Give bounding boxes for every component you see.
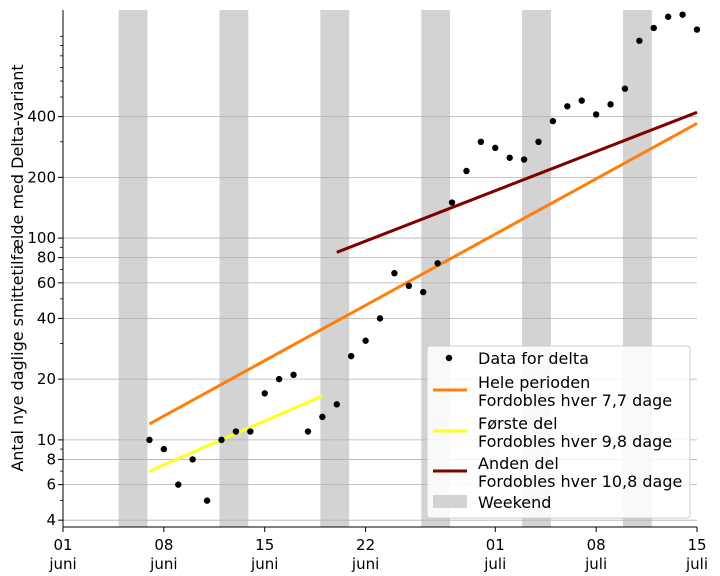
data-point (549, 117, 557, 125)
data-point (463, 167, 470, 175)
data-point (146, 436, 153, 444)
data-point (636, 37, 643, 44)
data-point (621, 85, 629, 92)
y-tick-label: 4 (46, 511, 56, 529)
data-point (175, 481, 182, 488)
x-tick-label: juli (685, 555, 708, 573)
legend-label: Fordobles hver 10,8 dage (478, 472, 682, 491)
data-point (160, 445, 168, 453)
x-ticks: 01juni08juni15juni22juni01juli08juli15ju… (48, 527, 708, 573)
x-tick-label: juni (149, 555, 177, 573)
legend-label: Første del (478, 414, 558, 433)
data-point (405, 282, 413, 290)
x-tick-label: 15 (687, 536, 706, 554)
weekend-band (219, 10, 249, 527)
weekend-band (320, 10, 350, 527)
legend-marker (445, 354, 453, 362)
trend-line (336, 110, 698, 254)
data-point (693, 26, 701, 33)
data-point (664, 13, 672, 20)
y-tick-label: 100 (27, 229, 56, 247)
data-point (247, 428, 254, 435)
legend-label: Weekend (478, 493, 551, 512)
data-point (564, 103, 571, 110)
legend-label: Fordobles hver 7,7 dage (478, 391, 672, 410)
data-point (592, 111, 600, 118)
legend-label: Fordobles hver 9,8 dage (478, 432, 672, 451)
y-tick-label: 200 (27, 168, 56, 186)
legend-label: Hele perioden (478, 373, 590, 392)
y-tick-label: 80 (37, 249, 56, 267)
data-point (535, 138, 542, 146)
data-point (275, 375, 283, 383)
weekend-band (118, 10, 148, 527)
y-tick-label: 6 (46, 476, 56, 494)
y-tick-label: 60 (37, 274, 56, 292)
x-tick-label: 01 (53, 536, 72, 554)
legend-patch (433, 495, 467, 508)
data-point (492, 144, 499, 152)
data-point (578, 97, 585, 104)
x-tick-label: 22 (356, 536, 375, 554)
legend-label: Data for delta (478, 349, 589, 368)
data-point (448, 199, 456, 206)
x-tick-label: juni (351, 555, 379, 573)
y-tick-label: 400 (27, 108, 56, 126)
data-points (146, 11, 701, 504)
data-point (319, 413, 326, 421)
data-point (347, 352, 355, 360)
y-tick-label: 10 (37, 431, 56, 449)
legend-box (426, 345, 691, 519)
axes (62, 10, 697, 528)
data-point (650, 24, 657, 32)
data-point (520, 156, 528, 163)
y-axis-label: Antal nye daglige smittetilfælde med Del… (8, 64, 27, 471)
data-point (420, 288, 427, 296)
data-point (362, 337, 369, 344)
data-point (506, 154, 513, 161)
data-point (679, 11, 686, 18)
x-tick-label: 08 (587, 536, 606, 554)
data-point (290, 371, 297, 379)
data-point (434, 260, 441, 267)
x-tick-label: juni (48, 555, 76, 573)
data-point (261, 390, 268, 397)
y-ticks: 4 6 810 20 40 60 80 100 200 400 (27, 35, 63, 529)
y-tick-label: 8 (46, 450, 56, 468)
x-tick-label: 01 (486, 536, 505, 554)
data-point (376, 315, 384, 322)
x-tick-label: juli (483, 555, 506, 573)
y-tick-label: 20 (37, 370, 56, 388)
legend-label: Anden del (478, 454, 559, 473)
data-point (607, 101, 614, 108)
trend-line (148, 122, 698, 426)
data-point (189, 456, 196, 463)
data-point (391, 269, 398, 277)
data-point (304, 428, 312, 435)
x-tick-label: 08 (154, 536, 173, 554)
y-tick-label: 40 (37, 309, 56, 327)
x-tick-label: juli (584, 555, 607, 573)
data-point (218, 436, 225, 444)
data-point (333, 401, 340, 408)
data-point (232, 428, 240, 435)
x-tick-label: juni (250, 555, 278, 573)
x-tick-label: 15 (255, 536, 274, 554)
data-point (203, 497, 211, 504)
data-point (477, 138, 485, 146)
